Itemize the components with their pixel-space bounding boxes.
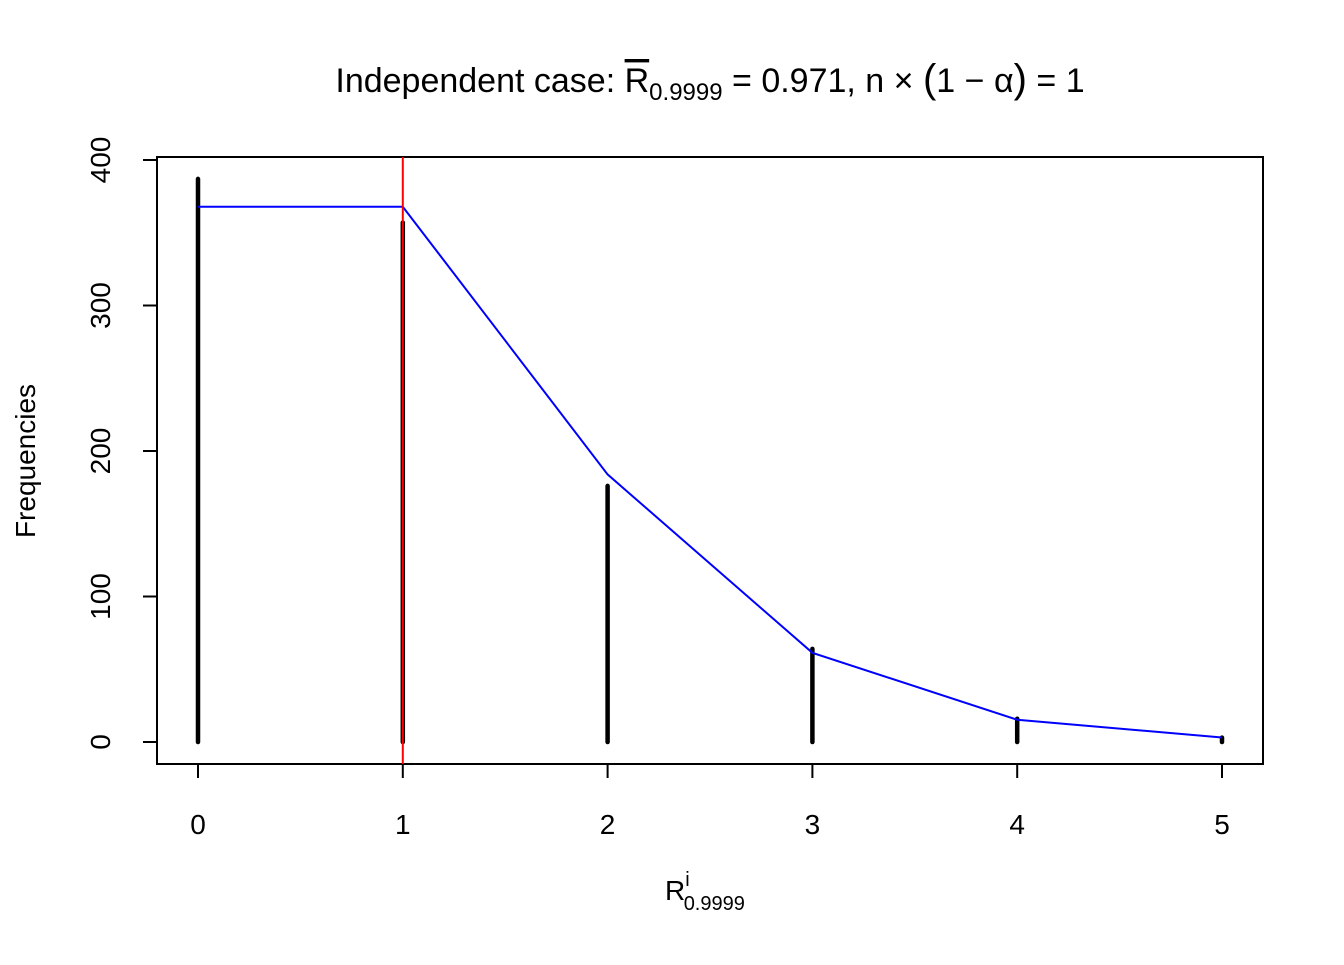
y-tick-label: 100: [85, 573, 116, 620]
x-tick-label: 5: [1214, 809, 1230, 840]
title-rbar-sub: 0.9999: [649, 79, 722, 106]
overlay: [198, 157, 1223, 764]
x-tick-label: 0: [190, 809, 206, 840]
title-prefix: Independent case:: [335, 62, 624, 100]
x-tick-label: 4: [1009, 809, 1025, 840]
expected-frequency-line: [198, 205, 1223, 739]
x-axis-label: Ri 0.9999: [665, 869, 745, 915]
title-paren-open: (: [923, 57, 937, 101]
title-rbar: R: [625, 62, 650, 100]
y-tick-label: 300: [85, 282, 116, 329]
title-paren-body: 1 − α: [936, 62, 1013, 100]
y-axis: 0 100 200 300 400: [85, 137, 158, 750]
title-middle: = 0.971, n ×: [723, 62, 923, 100]
x-tick-label: 3: [805, 809, 821, 840]
x-axis: 0 1 2 3 4 5: [190, 763, 1230, 840]
y-tick-label: 200: [85, 428, 116, 475]
y-tick-label: 0: [85, 734, 116, 750]
x-tick-label: 2: [600, 809, 616, 840]
x-tick-label: 1: [395, 809, 411, 840]
title-paren-close: ): [1014, 57, 1027, 101]
bars: [195, 176, 1225, 745]
plot-box: [156, 156, 1264, 765]
title-suffix: = 1: [1027, 62, 1085, 100]
chart-title: Independent case: R0.9999 = 0.971, n × (…: [335, 57, 1084, 106]
y-axis-label: Frequencies: [10, 384, 41, 538]
y-tick-label: 400: [85, 137, 116, 184]
